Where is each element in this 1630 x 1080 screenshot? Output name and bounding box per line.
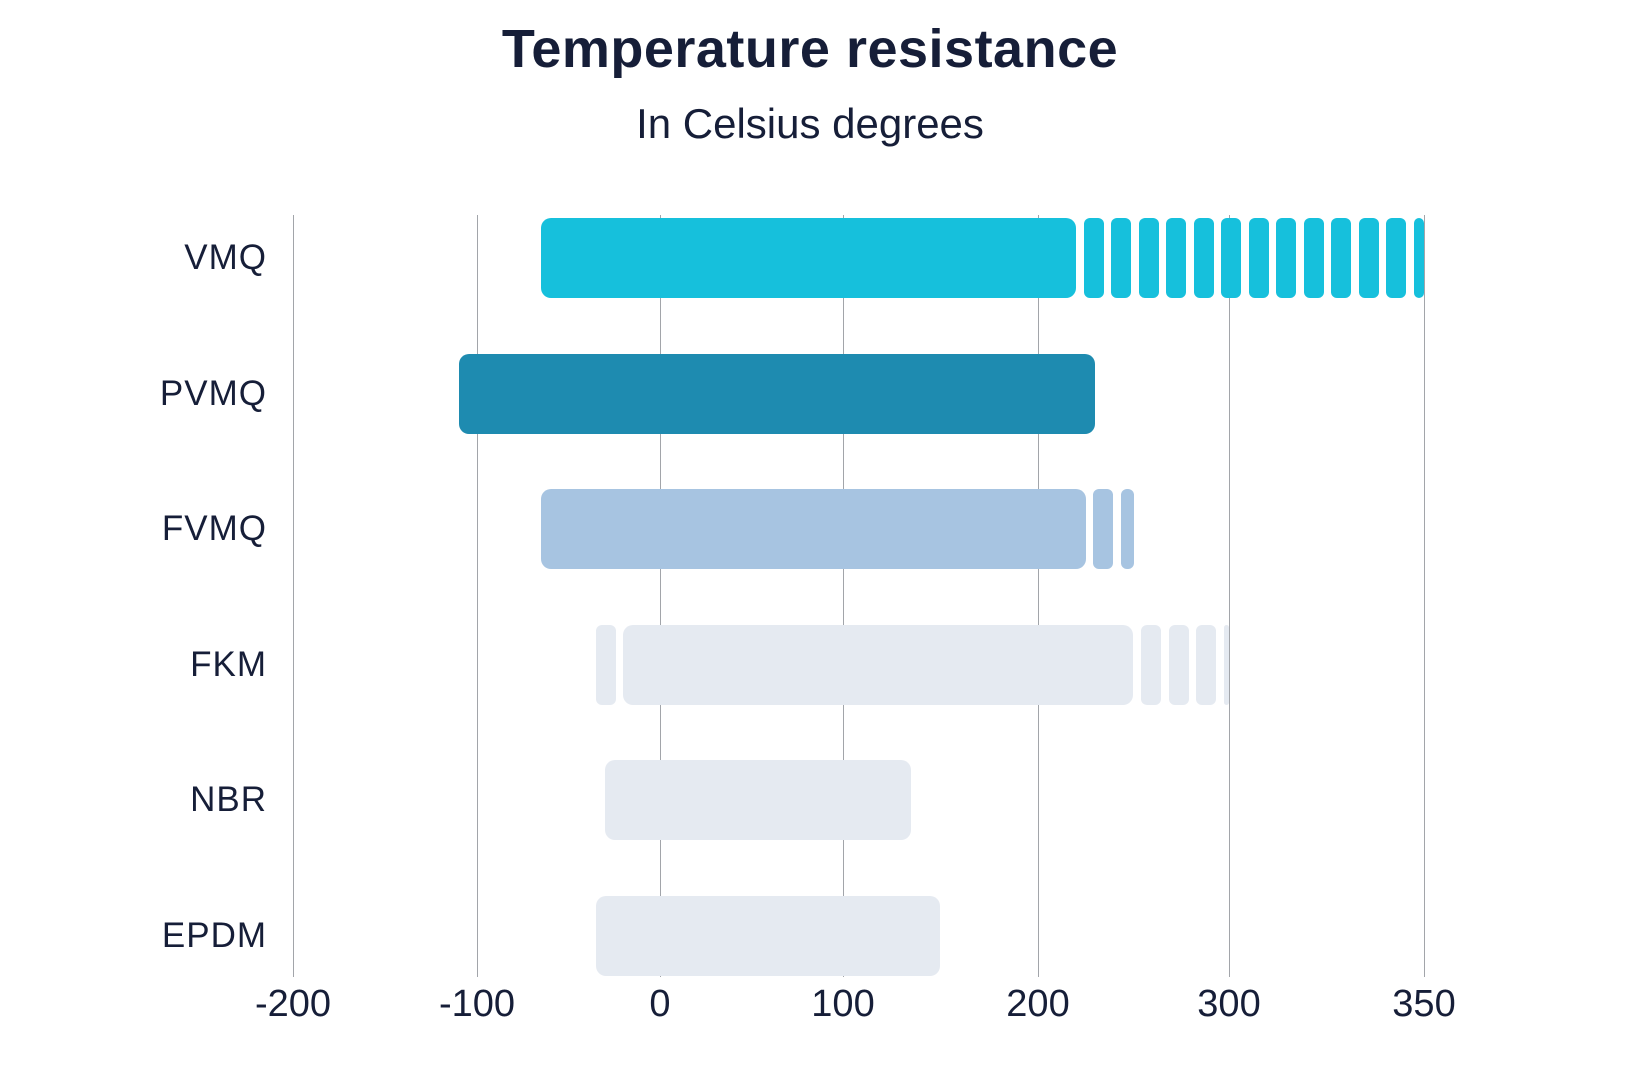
bar-segment-solid (605, 760, 912, 840)
row-label: NBR (190, 780, 267, 819)
gridline (1038, 215, 1039, 977)
bar-segment-stripe (1093, 489, 1114, 569)
bar-segment-solid (458, 354, 1096, 434)
bar-segment-stripe (1223, 625, 1229, 705)
bar-segment-stripe (1168, 625, 1189, 705)
bar-segment-solid (541, 218, 1077, 298)
bar-segment-stripe (1386, 218, 1407, 298)
chart-title: Temperature resistance (501, 19, 1119, 79)
bar-segment-stripe (1303, 218, 1324, 298)
bar-segment-stripe (595, 625, 616, 705)
bar-segment-stripe (1276, 218, 1297, 298)
gridline (477, 215, 478, 977)
row-label: FKM (190, 645, 267, 684)
x-tick-label: 350 (1392, 983, 1456, 1025)
x-tick-label: 300 (1197, 983, 1261, 1025)
bar-segment-stripe (1120, 489, 1134, 569)
bar-segment-stripe (1196, 625, 1216, 705)
bar-segment-solid (623, 625, 1134, 705)
bar-segment-stripe (1111, 218, 1132, 298)
bar-segment-stripe (1221, 218, 1242, 298)
bar-segment-solid (595, 896, 941, 976)
bar-segment-stripe (1138, 218, 1159, 298)
bar-segment-stripe (1193, 218, 1214, 298)
bar-segment-solid (541, 489, 1086, 569)
x-tick-label: -200 (254, 983, 332, 1025)
chart-subtitle: In Celsius degrees (636, 100, 984, 147)
gridline (1424, 215, 1425, 977)
gridline (1229, 215, 1230, 977)
bar-segment-stripe (1083, 218, 1104, 298)
bar-segment-stripe (1331, 218, 1352, 298)
bar-segment-stripe (1413, 218, 1424, 298)
bar-segment-stripe (1248, 218, 1269, 298)
gridline (293, 215, 294, 977)
row-label: PVMQ (159, 374, 267, 413)
x-tick-label: -100 (438, 983, 516, 1025)
x-tick-label: 0 (649, 983, 671, 1025)
row-label: FVMQ (161, 509, 267, 548)
row-label: EPDM (161, 916, 267, 955)
bar-segment-stripe (1166, 218, 1187, 298)
x-tick-label: 100 (811, 983, 875, 1025)
bar-segment-stripe (1141, 625, 1161, 705)
row-label: VMQ (184, 238, 267, 277)
x-tick-label: 200 (1006, 983, 1070, 1025)
gridline (660, 215, 661, 977)
bar-segment-stripe (1358, 218, 1379, 298)
gridline (843, 215, 844, 977)
